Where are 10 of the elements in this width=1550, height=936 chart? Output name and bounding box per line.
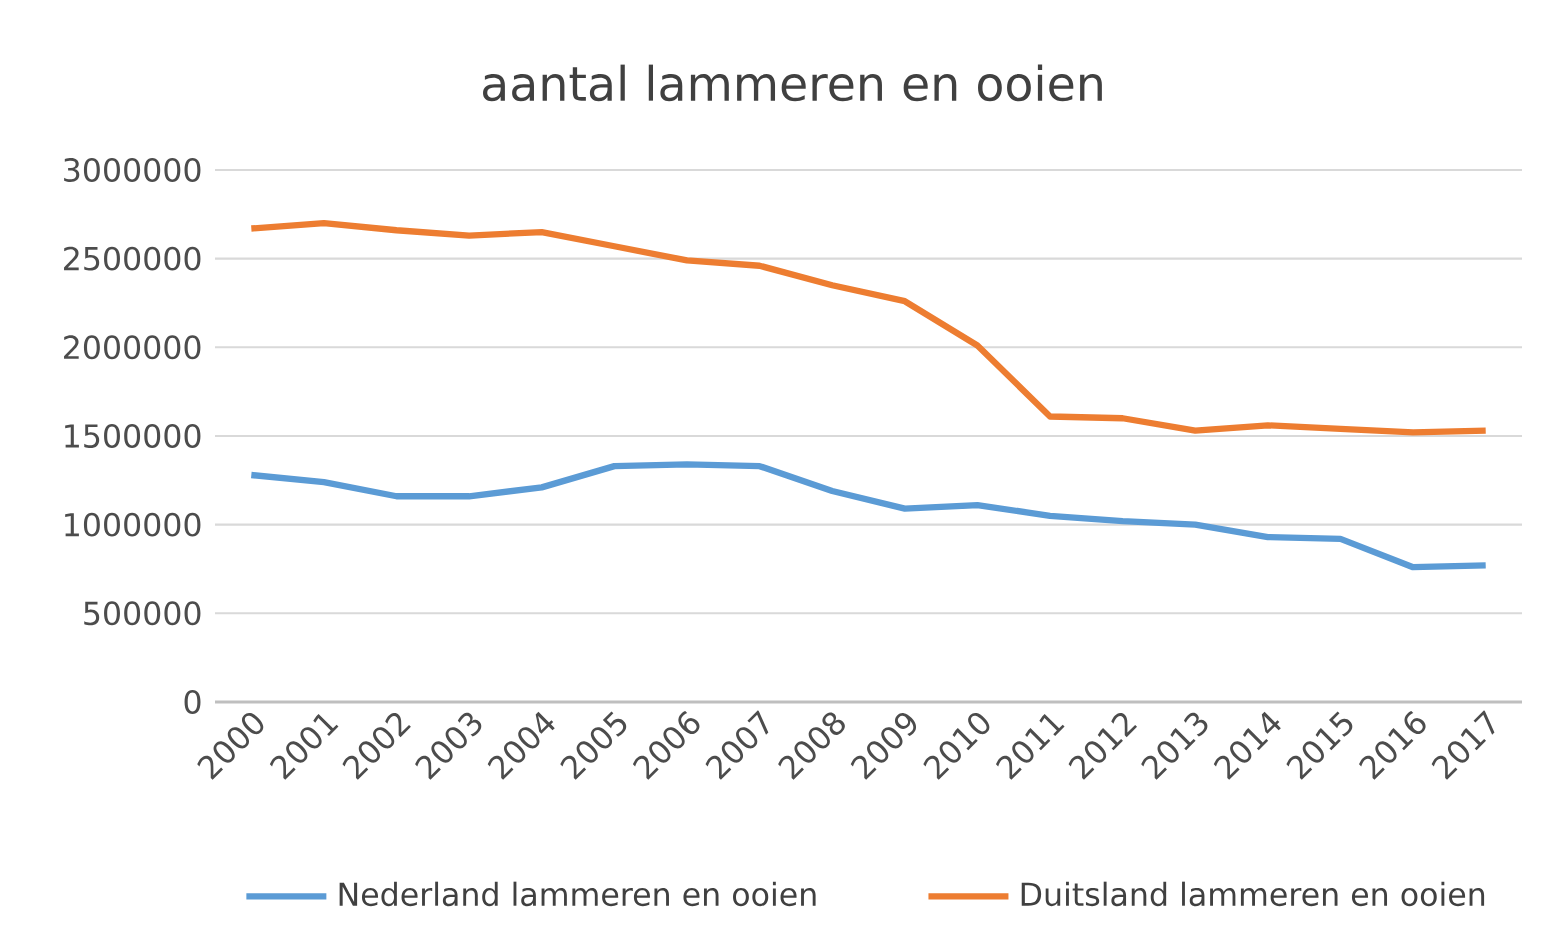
chart-title: aantal lammeren en ooien [483,64,1102,102]
y-tick-label: 0 [184,690,201,714]
y-tick-label: 3000000 [64,158,201,182]
legend-label: Duitsland lammeren en ooien [1021,881,1485,907]
y-tick-label: 500000 [84,601,201,626]
y-tick-label: 2500000 [64,246,201,271]
legend-label: Nederland lammeren en ooien [339,881,816,907]
y-tick-label: 1000000 [65,512,201,537]
y-tick-label: 1500000 [65,424,201,448]
y-tick-label: 2000000 [64,335,201,360]
